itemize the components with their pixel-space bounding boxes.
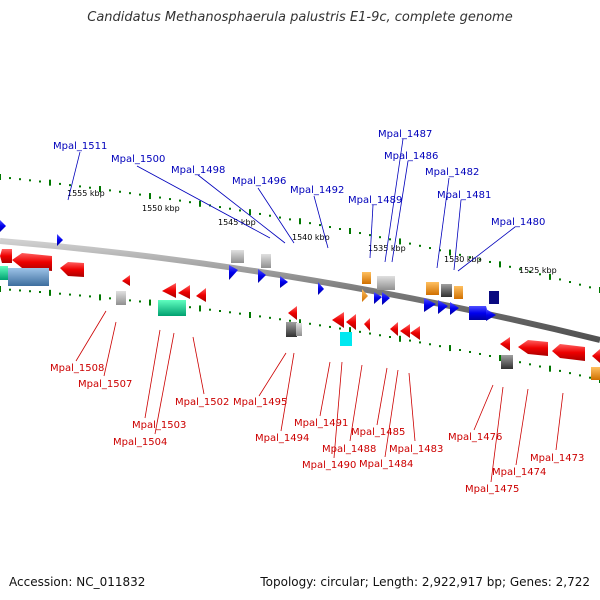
genome-backbone	[0, 238, 600, 343]
label-mpal-1474: Mpal_1474	[492, 467, 546, 478]
label-mpal-1511: Mpal_1511	[53, 141, 107, 152]
lower-leader-lines	[75, 310, 564, 483]
label-mpal-1483: Mpal_1483	[389, 444, 443, 455]
scale-1525-kbp: 1525 kbp	[519, 266, 557, 275]
label-mpal-1484: Mpal_1484	[359, 459, 413, 470]
label-mpal-1498: Mpal_1498	[171, 165, 225, 176]
label-mpal-1492: Mpal_1492	[290, 185, 344, 196]
label-mpal-1488: Mpal_1488	[322, 444, 376, 455]
lower-gene-labels: Mpal_1508 Mpal_1507 Mpal_1503 Mpal_1504 …	[50, 363, 584, 495]
label-mpal-1473: Mpal_1473	[530, 453, 584, 464]
forward-genes	[0, 220, 499, 321]
label-mpal-1481: Mpal_1481	[437, 190, 491, 201]
label-mpal-1475: Mpal_1475	[465, 484, 519, 495]
scale-1555-kbp: 1555 kbp	[67, 189, 105, 198]
label-mpal-1482: Mpal_1482	[425, 167, 479, 178]
label-mpal-1486: Mpal_1486	[384, 151, 438, 162]
scale-1530-kbp: 1530 kbp	[444, 255, 482, 264]
upper-leader-lines	[67, 138, 516, 272]
label-mpal-1485: Mpal_1485	[351, 427, 405, 438]
label-mpal-1491: Mpal_1491	[294, 418, 348, 429]
label-mpal-1507: Mpal_1507	[78, 379, 132, 390]
label-mpal-1500: Mpal_1500	[111, 154, 165, 165]
tick-tracks	[0, 174, 600, 383]
label-mpal-1496: Mpal_1496	[232, 176, 286, 187]
label-mpal-1503: Mpal_1503	[132, 420, 186, 431]
map-title: Candidatus Methanosphaerula palustris E1…	[87, 10, 513, 25]
reverse-genes	[0, 249, 600, 380]
label-mpal-1504: Mpal_1504	[113, 437, 167, 448]
label-mpal-1489: Mpal_1489	[348, 195, 402, 206]
label-mpal-1508: Mpal_1508	[50, 363, 104, 374]
scale-labels: 1555 kbp 1550 kbp 1545 kbp 1540 kbp 1535…	[67, 189, 557, 275]
label-mpal-1487: Mpal_1487	[378, 129, 432, 140]
scale-1545-kbp: 1545 kbp	[218, 218, 256, 227]
label-mpal-1490: Mpal_1490	[302, 460, 356, 471]
topology-footer: Topology: circular; Length: 2,922,917 bp…	[260, 575, 590, 589]
scale-1540-kbp: 1540 kbp	[292, 233, 330, 242]
scale-1550-kbp: 1550 kbp	[142, 204, 180, 213]
label-mpal-1476: Mpal_1476	[448, 432, 502, 443]
accession-footer: Accession: NC_011832	[9, 575, 146, 589]
label-mpal-1494: Mpal_1494	[255, 433, 309, 444]
label-mpal-1480: Mpal_1480	[491, 217, 545, 228]
label-mpal-1502: Mpal_1502	[175, 397, 229, 408]
label-mpal-1495: Mpal_1495	[233, 397, 287, 408]
upper-gene-labels: Mpal_1511 Mpal_1500 Mpal_1498 Mpal_1496 …	[53, 129, 545, 228]
